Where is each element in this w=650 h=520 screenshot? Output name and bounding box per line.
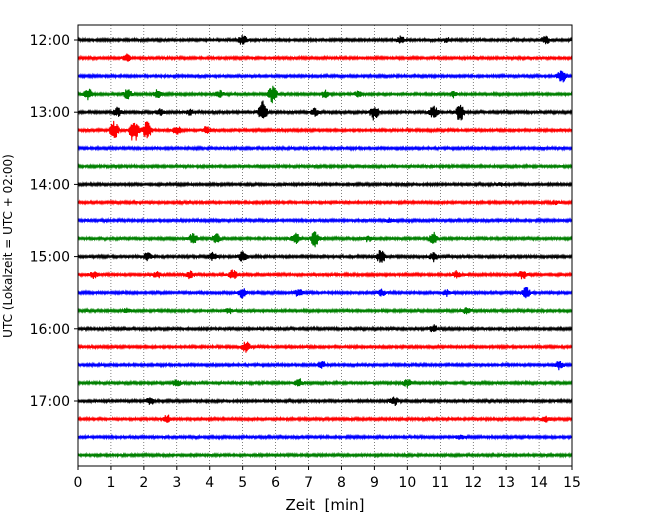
y-tick-label: 12:00	[30, 33, 70, 49]
trace-line	[77, 85, 573, 104]
x-tick-label: 8	[337, 475, 346, 491]
trace-line	[77, 341, 573, 353]
x-tick-label: 13	[497, 475, 515, 491]
trace-line	[77, 307, 573, 315]
trace-line	[77, 451, 573, 459]
y-axis: 12:00 13:00 14:00 15:00 16:00 17:00	[30, 33, 78, 410]
x-tick-label: 4	[205, 475, 214, 491]
trace-line	[77, 269, 573, 280]
x-tick-label: 6	[271, 475, 280, 491]
trace-line	[77, 162, 573, 170]
x-tick-label: 9	[370, 475, 379, 491]
x-tick-label: 10	[398, 475, 416, 491]
trace-line	[77, 414, 573, 423]
x-tick-label: 1	[106, 475, 115, 491]
x-tick-label: 7	[304, 475, 313, 491]
x-tick-label: 5	[238, 475, 247, 491]
trace-line	[77, 144, 573, 152]
trace-line	[77, 433, 573, 441]
x-tick-label: 11	[431, 475, 449, 491]
y-axis-label: UTC (Lokalzeit = UTC + 02:00)	[1, 154, 15, 338]
trace-line	[77, 396, 573, 407]
x-axis: 0 1 2 3 4 5 6 7 8 9 10 11 12 13 14 15	[74, 466, 581, 491]
trace-line	[77, 231, 573, 248]
trace-line	[77, 70, 573, 83]
x-tick-label: 0	[74, 475, 83, 491]
trace-line	[77, 199, 573, 206]
x-tick-label: 14	[530, 475, 548, 491]
x-tick-label: 15	[563, 475, 581, 491]
x-tick-label: 2	[139, 475, 148, 491]
x-axis-label: Zeit [min]	[285, 496, 364, 514]
trace-line	[77, 360, 573, 371]
trace-line	[77, 53, 573, 62]
x-tick-label: 3	[172, 475, 181, 491]
trace-line	[77, 286, 573, 299]
y-tick-label: 16:00	[30, 322, 70, 338]
trace-line	[77, 100, 573, 121]
trace-line	[77, 35, 573, 45]
trace-line	[77, 180, 573, 188]
y-tick-label: 15:00	[30, 250, 70, 266]
y-tick-label: 14:00	[30, 177, 70, 193]
trace-line	[77, 378, 573, 388]
trace-line	[77, 217, 573, 225]
trace-line	[77, 120, 573, 141]
plot-frame	[77, 24, 573, 467]
traces	[77, 35, 573, 459]
x-tick-label: 12	[464, 475, 482, 491]
y-tick-label: 13:00	[30, 105, 70, 121]
trace-line	[77, 324, 573, 333]
y-tick-label: 17:00	[30, 394, 70, 410]
trace-line	[77, 250, 573, 263]
